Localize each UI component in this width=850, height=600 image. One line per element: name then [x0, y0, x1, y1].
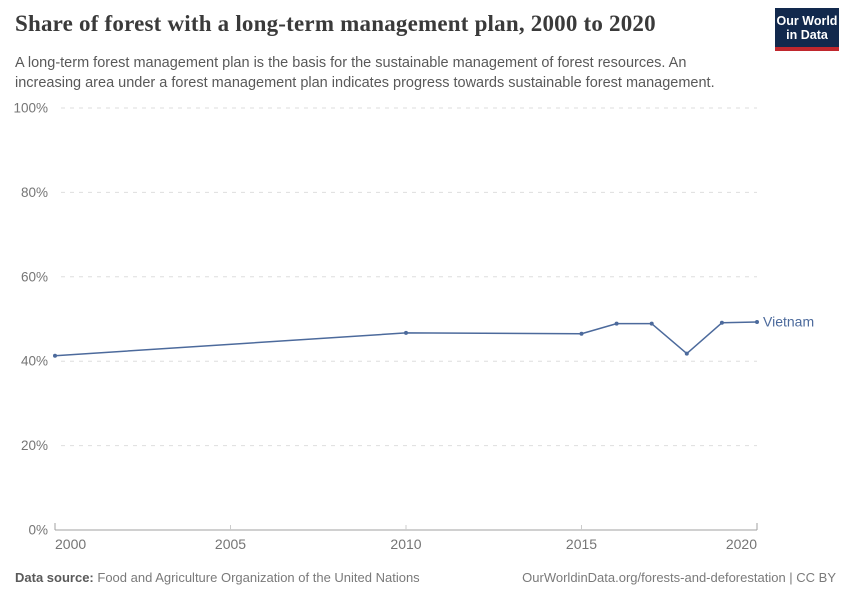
x-axis-tick-label: 2015: [566, 536, 597, 552]
owid-logo-line2: in Data: [786, 28, 828, 42]
series-label: Vietnam: [763, 313, 814, 329]
owid-logo-line1: Our World: [776, 14, 838, 28]
data-point-2018: [684, 351, 689, 356]
x-axis-tick-label: 2010: [390, 536, 421, 552]
y-axis-tick-label: 60%: [21, 269, 48, 284]
data-point-2000: [53, 353, 57, 358]
owid-logo: Our World in Data: [775, 8, 839, 51]
attribution-link: OurWorldinData.org/forests-and-deforesta…: [522, 570, 836, 585]
data-source: Data source: Food and Agriculture Organi…: [15, 570, 420, 585]
chart-title: Share of forest with a long-term managem…: [15, 11, 656, 36]
data-point-2017: [649, 321, 654, 326]
y-axis-tick-label: 100%: [13, 101, 48, 116]
data-source-label: Data source:: [15, 570, 94, 585]
y-axis-tick-label: 0%: [28, 523, 48, 538]
data-source-text: Food and Agriculture Organization of the…: [97, 570, 420, 585]
y-axis-tick-label: 40%: [21, 354, 48, 369]
data-point-2016: [614, 321, 619, 326]
x-axis-tick-label: 2000: [55, 536, 86, 552]
vietnam-line-series: [54, 321, 758, 357]
data-point-2019: [719, 320, 724, 325]
x-axis-tick-label: 2020: [726, 536, 757, 552]
data-point-2010: [404, 330, 408, 335]
chart-subtitle: A long-term forest management plan is th…: [15, 55, 715, 91]
x-axis-tick-label: 2005: [215, 536, 246, 552]
data-point-2015: [579, 331, 584, 336]
y-axis-tick-label: 20%: [21, 438, 48, 453]
data-point-2020: [755, 319, 759, 324]
y-axis-tick-label: 80%: [21, 185, 48, 200]
